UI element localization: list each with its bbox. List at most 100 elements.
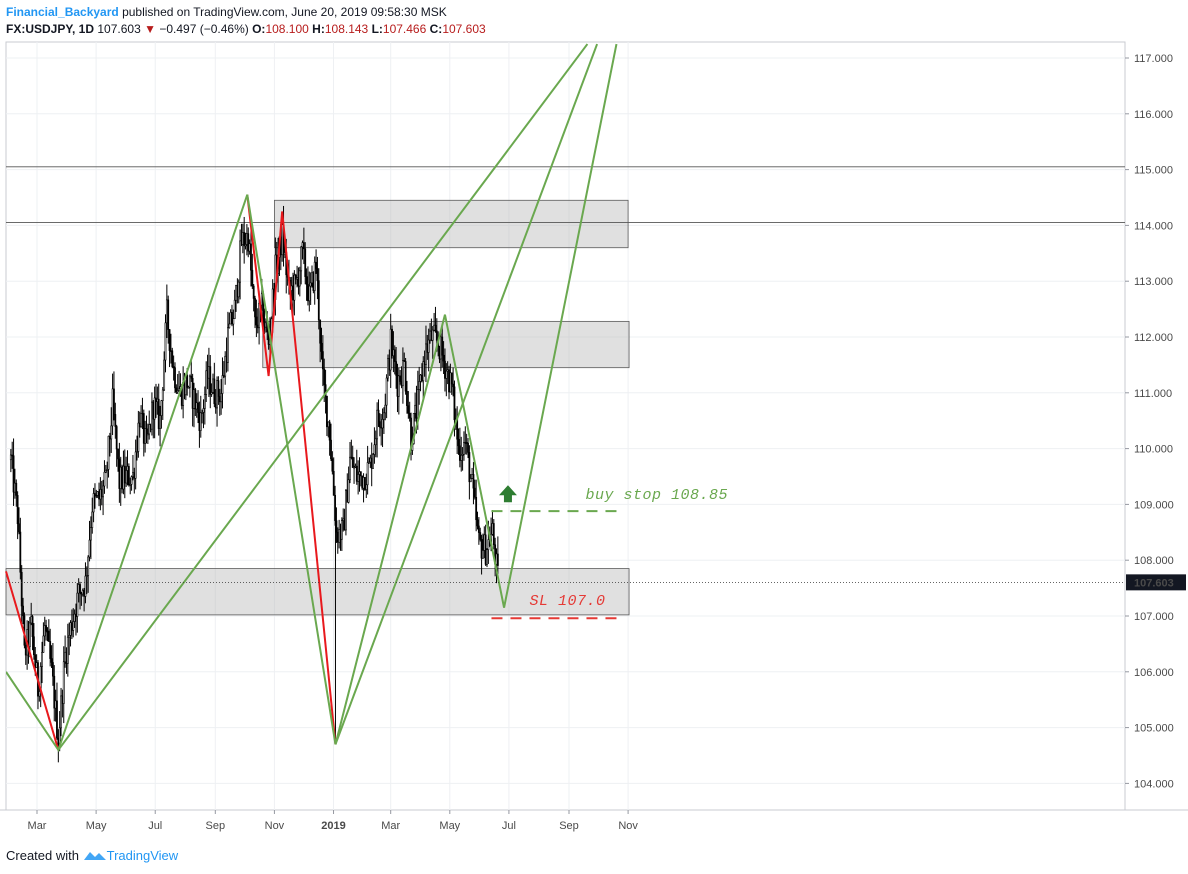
candle-body: [22, 605, 24, 617]
y-tick-label: 113.000: [1134, 276, 1173, 288]
candle-body: [125, 470, 128, 484]
candle-body: [194, 389, 197, 410]
candle-body: [60, 695, 62, 729]
candle-body: [41, 652, 43, 667]
candle-body: [106, 469, 109, 471]
candle-body: [68, 635, 71, 638]
candle-body: [479, 532, 482, 540]
candle-body: [301, 242, 304, 248]
candle-body: [146, 433, 149, 436]
candle-body: [148, 424, 151, 435]
candle-body: [450, 372, 453, 385]
candle-body: [407, 405, 410, 414]
candle-body: [92, 493, 95, 513]
candle-body: [251, 269, 254, 287]
green-pattern-line: [57, 43, 589, 751]
candle-body: [227, 327, 229, 363]
candle-body: [461, 454, 464, 456]
candle-body: [233, 299, 236, 319]
candle-body: [496, 553, 499, 566]
candle-body: [34, 654, 37, 668]
candle-body: [483, 534, 486, 551]
candle-body: [380, 426, 383, 429]
y-tick-label: 112.000: [1134, 332, 1173, 344]
candle-body: [91, 511, 94, 529]
candle-body: [145, 428, 148, 435]
candle-body: [85, 575, 88, 577]
candle-body: [73, 613, 76, 622]
candle-body: [66, 636, 69, 664]
candle-body: [388, 358, 391, 371]
candle-body: [340, 520, 343, 540]
candle-body: [186, 375, 189, 388]
candle-body: [442, 354, 445, 362]
candle-body: [345, 490, 347, 531]
candle-body: [247, 233, 250, 252]
open-value: 108.100: [265, 22, 309, 36]
candle-body: [317, 280, 320, 321]
candle-body: [311, 272, 313, 284]
x-tick-label: Nov: [265, 820, 285, 832]
candle-body: [155, 397, 157, 402]
candle-body: [452, 383, 454, 388]
candle-body: [445, 370, 448, 379]
candle-body: [170, 350, 172, 352]
price-change: −0.497 (−0.46%): [159, 22, 249, 36]
candle-body: [191, 377, 194, 409]
publish-line: Financial_Backyard published on TradingV…: [6, 4, 486, 21]
x-tick-label: Jul: [148, 820, 162, 832]
candle-body: [201, 412, 204, 414]
low-label: L:: [371, 22, 383, 36]
candle-body: [88, 539, 91, 558]
candle-body: [210, 392, 213, 395]
candle-body: [429, 330, 431, 341]
candle-body: [464, 442, 467, 444]
candles: [9, 205, 499, 763]
candle-body: [31, 616, 34, 637]
candle-body: [241, 232, 244, 245]
candle-body: [350, 456, 353, 459]
candle-body: [168, 329, 171, 351]
candle-body: [161, 389, 164, 401]
x-tick-label: Sep: [206, 820, 226, 832]
candle-body: [178, 388, 180, 391]
candle-body: [104, 469, 107, 473]
tradingview-link[interactable]: TradingView: [106, 848, 179, 863]
candle-body: [334, 494, 336, 521]
candle-body: [458, 445, 461, 461]
candle-body: [330, 439, 332, 460]
candle-body: [309, 282, 312, 287]
candle-body: [323, 368, 326, 385]
candle-body: [316, 268, 319, 281]
candle-body: [142, 413, 145, 444]
candle-body: [42, 635, 45, 653]
candle-body: [460, 454, 463, 461]
candle-body: [197, 402, 199, 413]
candle-body: [53, 675, 56, 709]
candle-body: [326, 395, 328, 428]
y-tick-label: 114.000: [1134, 220, 1173, 232]
candle-body: [129, 484, 132, 486]
candle-body: [264, 322, 267, 328]
candle-body: [108, 435, 111, 440]
candle-body: [449, 372, 452, 393]
candle-body: [236, 284, 239, 298]
candle-body: [75, 613, 77, 617]
candle-body: [111, 388, 114, 427]
candle-body: [205, 370, 208, 395]
x-tick-label: Mar: [381, 820, 400, 832]
candle-body: [465, 442, 468, 444]
symbol-label[interactable]: FX:USDJPY, 1D: [6, 22, 95, 36]
candle-body: [193, 389, 195, 409]
candle-body: [95, 494, 98, 497]
close-label: C:: [429, 22, 443, 36]
candle-body: [331, 458, 334, 472]
candle-body: [255, 316, 258, 326]
candle-body: [228, 323, 231, 329]
author-link[interactable]: Financial_Backyard: [6, 5, 119, 19]
candle-body: [480, 539, 483, 559]
candle-body: [423, 361, 426, 365]
last-price-label-box: [1126, 574, 1186, 591]
candle-body: [296, 277, 298, 280]
